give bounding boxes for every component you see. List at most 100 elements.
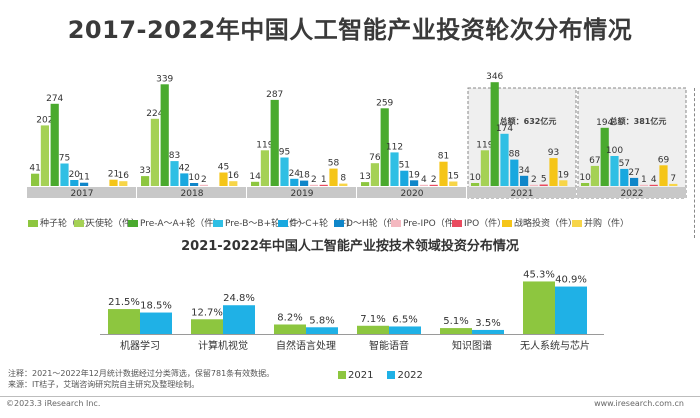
data-label: 4 [421,175,427,185]
bar [319,184,328,186]
bar [581,183,590,186]
bar [40,125,49,186]
legend-item: Pre-B～B+轮（件） [213,216,307,229]
x-tick-label: 2017 [71,189,94,199]
data-label: 81 [438,152,449,162]
data-label: 18 [298,171,310,181]
legend-item: 2022 [387,370,423,381]
note-line: 注释：2021～2022年12月统计数据经过分类筛选，保留781条有效数据。 [8,369,275,378]
data-label: 1 [641,175,647,185]
year-band [247,187,356,198]
bar [390,152,399,186]
data-label: 88 [509,150,521,160]
bar [309,184,318,186]
data-label: 2 [431,175,437,185]
legend-label: Pre-IPO（件） [403,219,463,229]
data-label: 339 [156,74,173,84]
legend-swatch [387,371,396,379]
legend-swatch [74,220,84,227]
data-label: 45.3% [523,269,555,280]
legend-item: Pre-IPO（件） [391,216,463,229]
data-label: 19 [558,170,570,180]
bar [449,181,458,186]
bar [659,165,668,186]
data-label: 6.5% [392,314,417,325]
notes: 注释：2021～2022年12月统计数据经过分类筛选，保留781条有效数据。 来… [8,368,274,390]
legend-swatch [572,220,582,227]
bar [361,182,370,186]
bar [150,118,159,186]
page-title: 2017-2022年中国人工智能产业投资轮次分布情况 [67,16,633,44]
data-label: 51 [399,161,410,171]
data-label: 346 [486,72,503,82]
data-label: 259 [376,98,393,108]
data-label: 100 [606,146,623,156]
bar [400,170,409,186]
data-label: 224 [146,109,163,119]
data-label: 5.1% [443,316,468,327]
bar [223,305,255,334]
data-label: 5.8% [309,315,334,326]
bar [180,173,189,186]
bar [471,183,480,186]
legend-label: IPO（件） [464,219,507,229]
footer-divider [0,396,700,397]
bar [80,182,89,186]
bar [119,181,128,186]
year-band [577,187,686,198]
data-label: 287 [266,90,283,100]
legend-swatch [278,220,288,227]
bar [190,183,199,186]
bar [490,82,499,186]
data-label: 40.9% [555,275,587,286]
legend-item: Pre-A～A+轮（件） [128,216,222,229]
chart2-title: 2021-2022年中国人工智能产业按技术领域投资分布情况 [181,239,519,254]
data-label: 2 [311,175,317,185]
legend-item: C～C+轮（件） [278,216,355,229]
data-label: 21.5% [108,297,140,308]
data-label: 7 [670,174,676,184]
data-label: 8 [340,174,346,184]
year-band [137,187,246,198]
data-label: 83 [169,151,180,161]
data-label: 12.7% [191,307,223,318]
data-label: 33 [139,166,150,176]
data-label: 1 [321,175,327,185]
x-tick-label: 2020 [401,189,424,199]
data-label: 194 [596,118,613,128]
bar [339,183,348,186]
data-label: 174 [496,124,513,134]
bar [389,326,421,334]
bar [270,99,279,186]
data-label: 11 [78,173,89,183]
data-label: 14 [249,172,261,182]
bar [539,184,548,186]
legend-swatch [213,220,223,227]
legend-label: Pre-A～A+轮（件） [140,219,223,229]
data-label: 24 [289,169,301,179]
x-tick-label: 计算机视觉 [198,339,248,352]
bar [472,329,504,334]
bar [410,180,419,186]
x-tick-label: 自然语言处理 [276,339,336,352]
year-band [467,187,576,198]
bar [380,108,389,186]
data-label: 10 [469,173,481,183]
bar [199,184,208,186]
data-label: 95 [279,148,290,158]
bar [160,84,169,186]
data-label: 57 [619,159,630,169]
data-label: 42 [179,163,190,173]
bar [500,133,509,186]
bar [70,180,79,186]
total-annotation: 总额：632亿元 [500,116,557,126]
bar [510,159,519,186]
data-label: 45 [218,163,229,173]
legend-label: 2021 [348,370,374,381]
legend-swatch [502,220,512,227]
legend-item: 并购（件） [572,216,629,229]
bar [639,184,648,186]
bar [480,150,489,186]
website-text: www.iresearch.com.cn [594,399,684,408]
